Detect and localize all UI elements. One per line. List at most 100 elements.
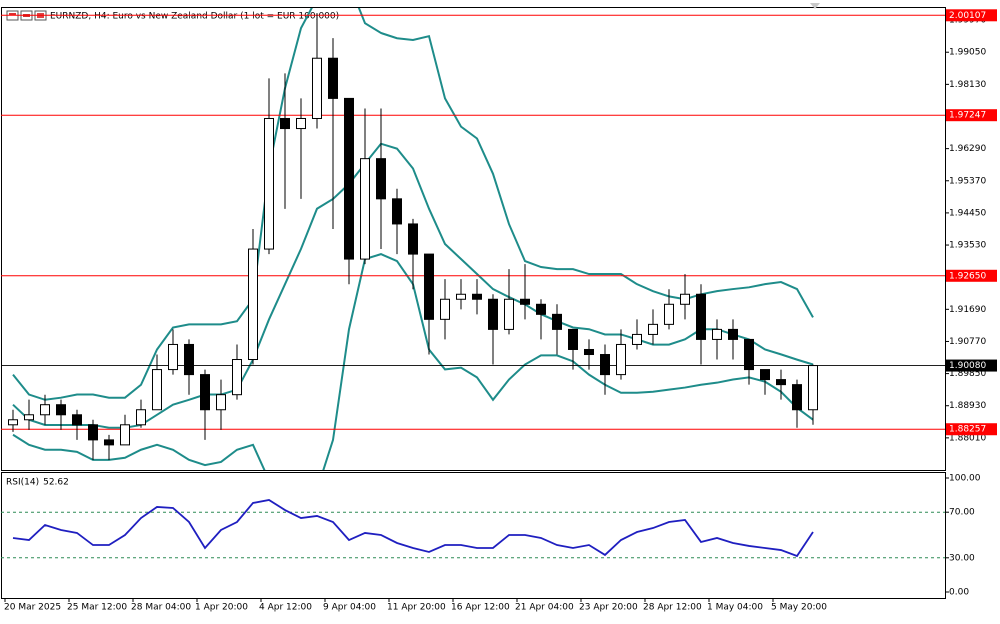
x-tick-label: 5 May 20:00 <box>771 603 827 613</box>
candle-body <box>328 57 338 99</box>
rsi-tick-label: 100.00 <box>949 473 981 483</box>
y-tick-label: 1.93530 <box>949 241 986 251</box>
candle-body <box>536 303 546 315</box>
x-tick-label: 20 Mar 2025 <box>4 603 61 613</box>
rsi-tick-label: 0.00 <box>949 588 969 598</box>
rsi-tick-label: 70.00 <box>949 508 975 518</box>
level-tag-label: 2.00107 <box>949 11 986 21</box>
candle-body <box>216 394 226 411</box>
y-tick-label: 1.90770 <box>949 337 986 347</box>
shift-marker <box>810 3 820 9</box>
candle-body <box>104 439 114 446</box>
x-tick-label: 25 Mar 12:00 <box>67 603 127 613</box>
candle-body <box>584 348 594 356</box>
rsi-line <box>12 499 814 558</box>
x-tick-label: 11 Apr 20:00 <box>387 603 446 613</box>
candle-body <box>72 414 82 426</box>
y-tick-label: 1.88930 <box>949 401 986 411</box>
candle-body <box>760 369 770 381</box>
chart-title: EURNZD, H4: Euro vs New Zealand Dollar (… <box>50 12 339 22</box>
icon <box>9 13 16 15</box>
candle-body <box>488 298 498 330</box>
candle-body <box>88 424 98 441</box>
level-tag <box>946 109 997 122</box>
candle-body <box>168 343 178 371</box>
candle-body <box>728 328 738 340</box>
rsi-plot <box>1 499 945 559</box>
candle-body <box>504 298 514 330</box>
x-tick-label: 16 Apr 12:00 <box>451 603 510 613</box>
candle-body <box>472 293 482 300</box>
candle-body <box>376 158 386 200</box>
candle-body <box>136 409 146 426</box>
candle-body <box>184 343 194 376</box>
level-tag-label: 1.97247 <box>949 111 986 121</box>
candle-body <box>680 293 690 305</box>
candle-body <box>264 117 274 250</box>
candle-body <box>696 293 706 340</box>
candle-body <box>424 253 434 320</box>
y-tick-label: 1.91690 <box>949 305 986 315</box>
x-tick-label: 23 Apr 20:00 <box>579 603 638 613</box>
candle-body <box>360 158 370 260</box>
rsi-current-value: 52.62 <box>43 478 69 488</box>
candle-body <box>440 298 450 320</box>
candle-body <box>712 328 722 340</box>
x-tick-label: 21 Apr 04:00 <box>515 603 574 613</box>
candle-body <box>408 223 418 255</box>
y-tick-label: 1.95370 <box>949 176 986 186</box>
candle-body <box>552 313 562 330</box>
candle-body <box>248 248 258 361</box>
y-tick-label: 1.89850 <box>949 369 986 379</box>
candle-body <box>56 404 66 416</box>
overlay: 1.999701.990501.981301.962901.953701.944… <box>4 9 997 613</box>
candle-body <box>392 198 402 225</box>
x-tick-label: 4 Apr 12:00 <box>259 603 312 613</box>
main-plot <box>1 8 945 470</box>
candle-body <box>456 293 466 300</box>
candle-body <box>296 117 306 130</box>
level-tag-label: 1.92650 <box>949 271 986 281</box>
candle-body <box>8 419 18 426</box>
x-tick-label: 9 Apr 04:00 <box>323 603 376 613</box>
level-tag <box>946 9 997 22</box>
candle-body <box>312 57 322 119</box>
y-tick-label: 1.98130 <box>949 80 986 90</box>
candle-body <box>24 414 34 421</box>
candle-body <box>200 374 210 411</box>
candle-body <box>152 369 162 411</box>
candle-body <box>664 303 674 325</box>
candle-body <box>344 97 354 260</box>
candle-body <box>568 328 578 350</box>
candle-body <box>600 354 610 376</box>
level-tag-label: 1.88257 <box>949 425 986 435</box>
candle-body <box>520 298 530 305</box>
level-tag <box>946 423 997 436</box>
rsi-name: RSI(14) <box>6 478 39 488</box>
candle-body <box>648 323 658 335</box>
level-tag <box>946 269 997 282</box>
band-middle <box>12 142 814 429</box>
y-tick-label: 1.94450 <box>949 208 986 218</box>
candle-body <box>232 359 242 396</box>
rsi-panel-frame <box>1 472 946 599</box>
x-tick-label: 28 Mar 04:00 <box>131 603 191 613</box>
rsi-tick-label: 30.00 <box>949 553 975 563</box>
candle-body <box>776 379 786 386</box>
x-tick-label: 1 May 04:00 <box>707 603 763 613</box>
candle-body <box>616 343 626 376</box>
candle-body <box>120 424 130 446</box>
y-tick-label: 1.96290 <box>949 144 986 154</box>
x-tick-label: 28 Apr 12:00 <box>643 603 702 613</box>
y-tick-label: 1.88010 <box>949 433 986 443</box>
candle-body <box>792 384 802 411</box>
candle-body <box>744 338 754 371</box>
band-upper <box>12 8 814 401</box>
y-tick-label: 1.99050 <box>949 48 986 58</box>
candle-body <box>280 117 290 130</box>
candle-body <box>808 365 818 411</box>
last-price-tag <box>946 359 997 372</box>
last-price-label: 1.90080 <box>949 361 986 371</box>
